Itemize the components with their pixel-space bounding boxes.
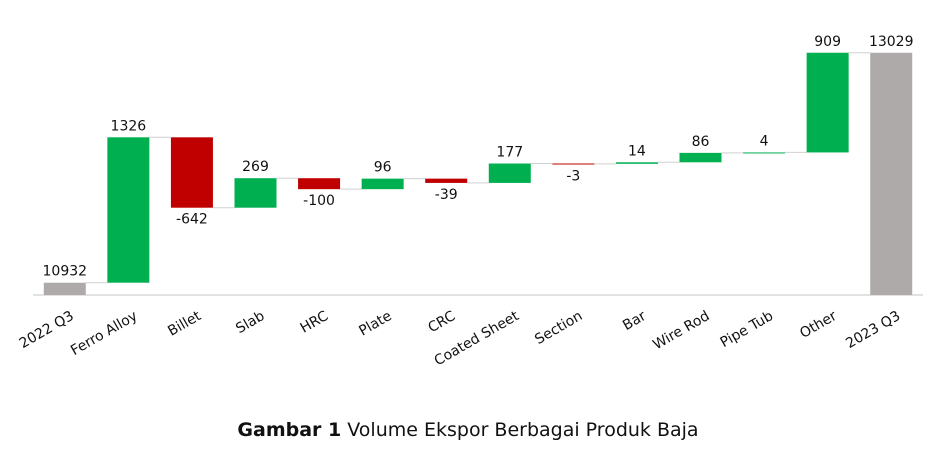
x-tick-label: 2023 Q3 (843, 308, 903, 352)
x-tick-label: Ferro Alloy (68, 308, 140, 359)
bar (806, 52, 849, 153)
x-tick-label: Plate (356, 308, 394, 339)
bar (425, 178, 468, 183)
bar (552, 163, 595, 165)
value-label: 96 (374, 160, 392, 176)
bar (361, 178, 404, 190)
x-tick-label: Other (797, 308, 840, 342)
x-tick-label: Section (532, 308, 585, 348)
value-label: 177 (496, 145, 523, 161)
bar (298, 178, 341, 190)
value-label: 909 (814, 34, 841, 50)
value-label: 86 (692, 134, 710, 150)
caption-text: Volume Ekspor Berbagai Produk Baja (347, 419, 698, 441)
value-label: -642 (176, 212, 208, 228)
x-tick-label: CRC (425, 308, 458, 336)
bar (107, 137, 150, 283)
bar (170, 137, 213, 208)
value-label: 14 (628, 143, 646, 159)
bar (679, 152, 722, 163)
x-tick-label: Billet (165, 308, 204, 340)
x-tick-label: Bar (620, 308, 649, 334)
value-label: 4 (760, 133, 769, 149)
bar (488, 163, 531, 183)
value-label: -3 (566, 169, 580, 185)
value-label: 1326 (111, 118, 147, 134)
value-label: 10932 (43, 264, 88, 280)
value-label: -39 (435, 187, 458, 203)
value-label: -100 (303, 193, 335, 209)
x-tick-label: Wire Rod (650, 308, 712, 353)
bar (234, 178, 277, 208)
x-tick-label: Pipe Tub (718, 308, 776, 351)
value-label: 13029 (869, 34, 914, 50)
caption-label: Gambar 1 (237, 419, 341, 441)
caption: Gambar 1 Volume Ekspor Berbagai Produk Ba… (237, 419, 698, 441)
bar (43, 282, 86, 295)
bar (615, 162, 658, 164)
x-tick-label: Slab (233, 308, 267, 337)
bar (743, 152, 786, 154)
value-label: 269 (242, 159, 269, 175)
bar (870, 52, 913, 296)
x-tick-label: HRC (298, 308, 332, 337)
